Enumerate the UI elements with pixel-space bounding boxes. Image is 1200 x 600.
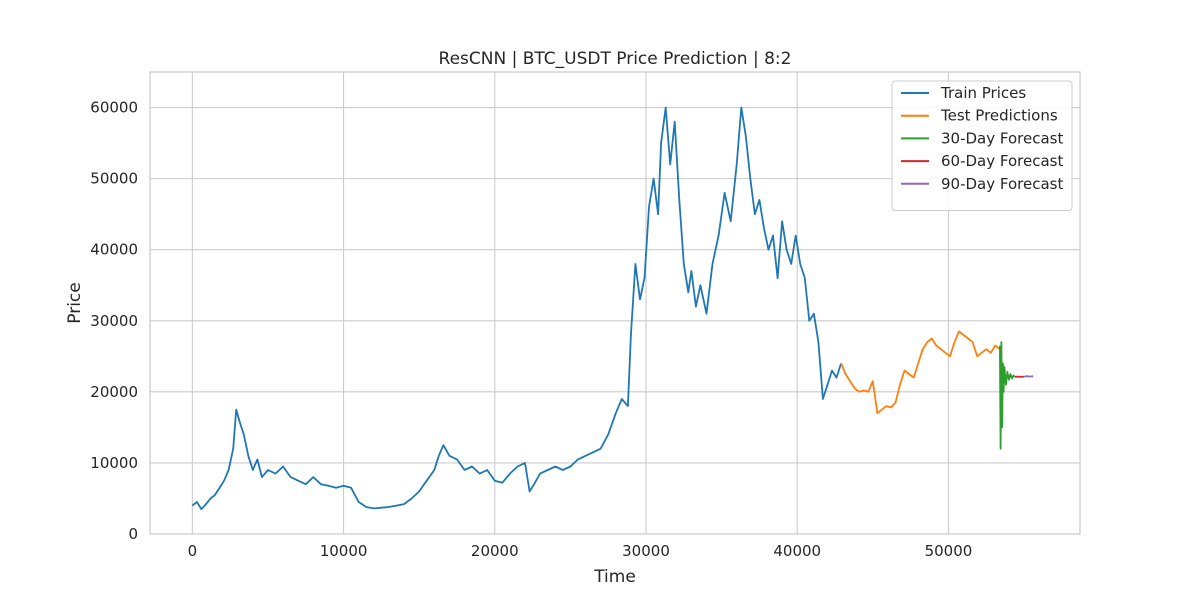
- legend-entry: Test Predictions: [940, 107, 1058, 125]
- legend-entry: 60-Day Forecast: [941, 152, 1063, 170]
- y-tick-labels: 0 10000 20000 30000 40000 50000 60000: [90, 99, 138, 543]
- legend-box: [891, 80, 1073, 211]
- y-tick-label: 40000: [90, 241, 138, 259]
- y-tick-label: 30000: [90, 312, 138, 330]
- series-line-train-prices: [191, 106, 842, 511]
- legend-entry: 30-Day Forecast: [941, 129, 1063, 147]
- x-tick-label: 20000: [471, 542, 519, 560]
- x-axis-label: Time: [593, 567, 636, 587]
- x-tick-label: 30000: [622, 542, 670, 560]
- legend: Train Prices Test Predictions 30-Day Forec…: [891, 80, 1073, 211]
- series-line-test-predictions: [840, 330, 1001, 415]
- y-tick-label: 10000: [90, 454, 138, 472]
- x-tick-label: 0: [188, 542, 198, 560]
- y-tick-label: 20000: [90, 383, 138, 401]
- plot-frame: [149, 71, 1081, 535]
- x-tick-label: 50000: [925, 542, 973, 560]
- y-tick-label: 50000: [90, 170, 138, 188]
- x-tick-label: 10000: [320, 542, 368, 560]
- series-layer: [191, 106, 1034, 511]
- y-tick-label: 60000: [90, 99, 138, 117]
- series-line-30-day-forecast: [999, 341, 1016, 450]
- x-tick-label: 40000: [773, 542, 821, 560]
- x-tick-labels: 0 10000 20000 30000 40000 50000: [188, 542, 973, 560]
- legend-entry: Train Prices: [940, 84, 1026, 102]
- y-tick-label: 0: [128, 525, 138, 543]
- legend-entry: 90-Day Forecast: [941, 175, 1063, 193]
- y-axis-label: Price: [65, 282, 85, 323]
- chart-title: ResCNN | BTC_USDT Price Prediction | 8:2: [439, 49, 792, 69]
